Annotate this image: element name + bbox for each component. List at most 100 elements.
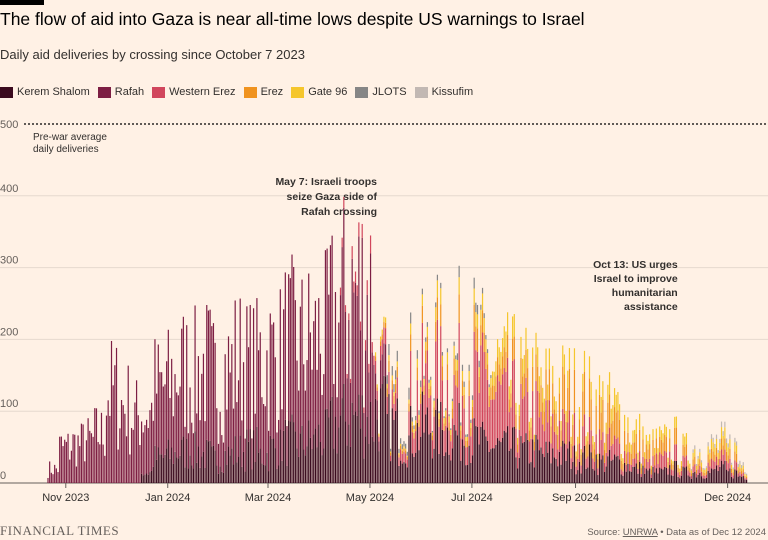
bar-segment: [104, 455, 106, 483]
bar-segment: [705, 474, 708, 478]
bar-segment: [456, 370, 459, 388]
bar-segment: [298, 456, 300, 483]
bar-segment: [507, 357, 509, 427]
bar-segment: [730, 462, 733, 465]
bar-segment: [396, 366, 398, 378]
bar-segment: [331, 396, 333, 483]
bar-segment: [649, 468, 651, 483]
bar-segment: [742, 472, 744, 477]
bar-segment: [428, 397, 430, 435]
bar-segment: [694, 445, 696, 450]
bar-segment: [495, 376, 497, 392]
bar-segment: [453, 345, 455, 359]
bar-segment: [319, 353, 322, 442]
bar-segment: [500, 351, 502, 369]
bar-segment: [471, 418, 474, 456]
bar-segment: [421, 288, 423, 295]
bar-segment: [408, 399, 410, 404]
bar-segment: [507, 312, 509, 336]
bar-segment: [227, 446, 230, 483]
bar-segment: [87, 418, 89, 483]
bar-segment: [169, 397, 171, 459]
bar-segment: [416, 367, 418, 381]
bar-segment: [359, 428, 362, 483]
chart-subtitle: Daily aid deliveries by crossing since O…: [0, 47, 305, 62]
bar-segment: [451, 401, 454, 409]
bar-segment: [527, 439, 529, 483]
bar-segment: [129, 454, 131, 483]
bar-segment: [652, 456, 654, 467]
bar-segment: [617, 410, 619, 438]
bar-segment: [476, 426, 479, 483]
legend-swatch: [0, 86, 13, 98]
bar-segment: [517, 444, 519, 453]
bar-segment: [463, 408, 465, 446]
bar-segment: [209, 309, 211, 441]
bar-segment: [598, 453, 601, 483]
bar-segment: [660, 430, 662, 440]
bar-segment: [232, 408, 235, 465]
bar-segment: [488, 452, 490, 483]
bar-segment: [423, 378, 425, 386]
bar-segment: [517, 437, 519, 445]
bar-segment: [428, 434, 430, 483]
bar-segment: [674, 416, 676, 428]
bar-segment: [461, 370, 464, 381]
bar-segment: [257, 350, 260, 453]
bar-segment: [493, 371, 495, 386]
bar-segment: [423, 375, 425, 379]
x-tick-label: May 2024: [346, 492, 394, 504]
bar-segment: [603, 472, 606, 483]
bar-segment: [485, 436, 487, 483]
bar-segment: [278, 419, 280, 466]
bar-segment: [545, 348, 547, 370]
bar-segment: [344, 305, 347, 313]
bar-segment: [548, 400, 550, 442]
bar-segment: [517, 452, 519, 469]
annotation-oct-13: humanitarian: [612, 287, 678, 299]
bar-segment: [503, 347, 505, 369]
bar-segment: [707, 462, 709, 471]
bar-segment: [473, 418, 475, 483]
bar-segment: [303, 449, 305, 483]
bar-segment: [672, 461, 674, 465]
bar-segment: [660, 454, 662, 469]
bar-segment: [179, 455, 181, 483]
bar-segment: [664, 451, 666, 468]
bar-segment: [573, 348, 576, 370]
bar-segment: [421, 294, 423, 306]
bar-segment: [395, 370, 397, 380]
bar-segment: [715, 447, 718, 457]
bar-segment: [558, 377, 561, 394]
bar-segment: [176, 457, 178, 483]
bar-segment: [149, 410, 151, 473]
bar-segment: [413, 432, 415, 439]
bar-segment: [568, 347, 571, 369]
x-tick-label: Jul 2024: [451, 492, 493, 504]
bar-segment: [146, 473, 148, 483]
bar-segment: [572, 446, 574, 462]
bar-segment: [191, 422, 193, 466]
bar-segment: [408, 435, 410, 483]
bar-segment: [535, 434, 537, 483]
bar-segment: [634, 442, 636, 459]
legend-label: Western Erez: [169, 86, 236, 98]
bar-segment: [618, 404, 621, 420]
bar-segment: [630, 471, 632, 483]
bar-segment: [746, 476, 748, 479]
bar-segment: [291, 254, 293, 415]
bar-segment: [283, 309, 285, 431]
source-link[interactable]: UNRWA: [622, 527, 658, 538]
x-tick-label: Nov 2023: [42, 492, 89, 504]
bar-segment: [622, 458, 624, 465]
bar-segment: [406, 451, 408, 456]
bar-segment: [363, 407, 365, 413]
bar-segment: [712, 451, 714, 461]
bar-segment: [714, 461, 716, 469]
bar-segment: [565, 421, 567, 445]
bar-segment: [431, 440, 433, 459]
bar-segment: [600, 439, 602, 460]
bar-segment: [443, 418, 445, 424]
bar-segment: [617, 437, 619, 456]
bar-segment: [501, 338, 504, 357]
